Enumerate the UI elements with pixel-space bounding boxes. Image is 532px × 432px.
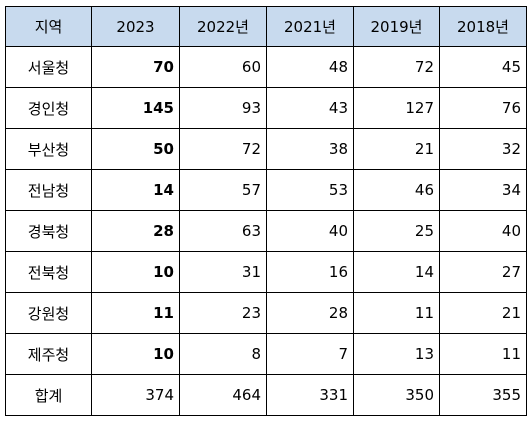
header-2023: 2023 (91, 6, 180, 47)
total-2022: 464 (179, 374, 267, 416)
value-2021: 48 (266, 46, 354, 88)
region-cell: 전남청 (5, 169, 92, 211)
region-statistics-table: 지역 2023 2022년 2021년 2019년 2018년 서울청 70 6… (5, 6, 527, 416)
value-2023: 70 (91, 46, 180, 88)
value-2023: 10 (91, 333, 180, 375)
value-2018: 34 (439, 169, 527, 211)
value-2023: 28 (91, 210, 180, 252)
value-2023: 50 (91, 128, 180, 170)
table-row: 제주청 10 8 7 13 11 (5, 333, 527, 375)
value-2018: 76 (439, 87, 527, 129)
region-cell: 경북청 (5, 210, 92, 252)
table-row: 서울청 70 60 48 72 45 (5, 46, 527, 88)
value-2022: 23 (179, 292, 267, 334)
value-2019: 25 (353, 210, 440, 252)
value-2021: 16 (266, 251, 354, 293)
header-2022: 2022년 (179, 6, 267, 47)
region-cell: 경인청 (5, 87, 92, 129)
total-2021: 331 (266, 374, 354, 416)
value-2022: 31 (179, 251, 267, 293)
total-2023: 374 (91, 374, 180, 416)
value-2021: 40 (266, 210, 354, 252)
region-cell: 부산청 (5, 128, 92, 170)
value-2019: 127 (353, 87, 440, 129)
value-2021: 53 (266, 169, 354, 211)
value-2018: 21 (439, 292, 527, 334)
value-2018: 32 (439, 128, 527, 170)
table-row: 경북청 28 63 40 25 40 (5, 210, 527, 252)
region-cell: 제주청 (5, 333, 92, 375)
value-2023: 145 (91, 87, 180, 129)
value-2021: 43 (266, 87, 354, 129)
value-2018: 45 (439, 46, 527, 88)
value-2021: 28 (266, 292, 354, 334)
value-2022: 60 (179, 46, 267, 88)
value-2022: 63 (179, 210, 267, 252)
value-2022: 8 (179, 333, 267, 375)
header-2019: 2019년 (353, 6, 440, 47)
header-region: 지역 (5, 6, 92, 47)
data-table-container: 지역 2023 2022년 2021년 2019년 2018년 서울청 70 6… (5, 6, 527, 416)
value-2021: 38 (266, 128, 354, 170)
table-row: 전남청 14 57 53 46 34 (5, 169, 527, 211)
value-2023: 10 (91, 251, 180, 293)
table-row: 경인청 145 93 43 127 76 (5, 87, 527, 129)
value-2019: 72 (353, 46, 440, 88)
value-2023: 14 (91, 169, 180, 211)
region-cell: 강원청 (5, 292, 92, 334)
value-2019: 14 (353, 251, 440, 293)
total-2018: 355 (439, 374, 527, 416)
value-2023: 11 (91, 292, 180, 334)
total-2019: 350 (353, 374, 440, 416)
header-2018: 2018년 (439, 6, 527, 47)
table-header-row: 지역 2023 2022년 2021년 2019년 2018년 (5, 6, 527, 47)
value-2019: 11 (353, 292, 440, 334)
value-2022: 93 (179, 87, 267, 129)
value-2019: 46 (353, 169, 440, 211)
value-2022: 57 (179, 169, 267, 211)
table-row: 전북청 10 31 16 14 27 (5, 251, 527, 293)
value-2018: 11 (439, 333, 527, 375)
table-row: 부산청 50 72 38 21 32 (5, 128, 527, 170)
region-cell: 서울청 (5, 46, 92, 88)
value-2019: 21 (353, 128, 440, 170)
region-cell: 전북청 (5, 251, 92, 293)
total-label: 합계 (5, 374, 92, 416)
table-total-row: 합계 374 464 331 350 355 (5, 374, 527, 416)
value-2019: 13 (353, 333, 440, 375)
value-2021: 7 (266, 333, 354, 375)
value-2018: 40 (439, 210, 527, 252)
value-2022: 72 (179, 128, 267, 170)
header-2021: 2021년 (266, 6, 354, 47)
table-row: 강원청 11 23 28 11 21 (5, 292, 527, 334)
value-2018: 27 (439, 251, 527, 293)
